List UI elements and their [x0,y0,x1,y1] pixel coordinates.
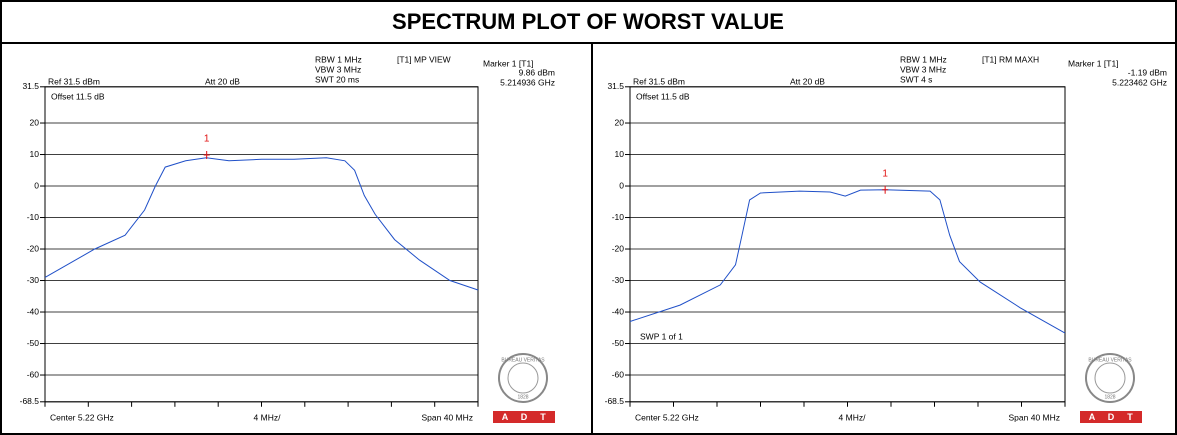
logo-year: 1828 [517,394,528,400]
y-tick-label: -50 [612,338,625,348]
y-tick-label: -40 [612,306,625,316]
attenuation: Att 20 dB [205,76,240,86]
y-tick-label: -68.5 [20,396,40,406]
y-tick-label: -20 [612,243,625,253]
span: Span 40 MHz [1009,412,1061,422]
setting: SWT 4 s [900,74,932,84]
setting: VBW 3 MHz [315,64,361,74]
setting: SWT 20 ms [315,74,359,84]
y-tick-label: -68.5 [605,396,625,406]
y-tick-label: -20 [27,243,40,253]
marker-freq: 5.214936 GHz [500,77,555,87]
marker [882,185,889,194]
y-tick-label: 0 [34,180,39,190]
marker-freq: 5.223462 GHz [1112,77,1167,87]
y-tick-label: 10 [30,149,40,159]
logo-bar [1080,411,1142,423]
setting: VBW 3 MHz [900,64,946,74]
marker-level: -1.19 dBm [1128,67,1167,77]
marker [203,150,210,159]
logo-letter: D [1108,412,1115,422]
per-div: 4 MHz/ [254,412,282,422]
per-div: 4 MHz/ [839,412,867,422]
marker-label: 1 [882,168,888,179]
trace-mode: [T1] MP VIEW [397,54,451,64]
setting: RBW 1 MHz [315,54,362,64]
trace [44,157,479,291]
marker-label: 1 [204,134,210,145]
y-tick-label: 31.5 [22,81,39,91]
y-tick-label: -60 [27,369,40,379]
offset: Offset 11.5 dB [51,91,105,101]
y-tick-label: 31.5 [607,81,624,91]
y-tick-label: -10 [27,212,40,222]
attenuation: Att 20 dB [790,76,825,86]
logo-name: BUREAU VERITAS [1088,357,1132,363]
center-freq: Center 5.22 GHz [50,412,114,422]
y-tick-label: 0 [619,180,624,190]
logo-inner [1094,362,1126,394]
ref-level: Ref 31.5 dBm [633,76,685,86]
logo-ring [1085,353,1135,403]
span: Span 40 MHz [422,412,474,422]
logo-year: 1828 [1104,394,1115,400]
y-tick-label: 20 [615,117,625,127]
marker-title: Marker 1 [T1] [483,58,534,68]
y-tick-label: -30 [27,275,40,285]
sweep: SWP 1 of 1 [640,331,683,341]
y-tick-label: 20 [30,117,40,127]
y-tick-label: -50 [27,338,40,348]
trace [629,189,1066,334]
center-freq: Center 5.22 GHz [635,412,699,422]
logo-letter: D [521,412,528,422]
page-title: SPECTRUM PLOT OF WORST VALUE [392,9,784,34]
setting: RBW 1 MHz [900,54,947,64]
trace-mode: [T1] RM MAXH [982,54,1039,64]
logo-inner [507,362,539,394]
marker-level: 9.86 dBm [519,67,555,77]
logo-letter: T [1127,412,1133,422]
y-tick-label: -10 [612,212,625,222]
logo-bar [493,411,555,423]
marker-title: Marker 1 [T1] [1068,58,1119,68]
y-tick-label: -60 [612,369,625,379]
offset: Offset 11.5 dB [636,91,690,101]
logo-letter: T [540,412,546,422]
y-tick-label: -40 [27,306,40,316]
logo-name: BUREAU VERITAS [501,357,545,363]
logo-ring [498,353,548,403]
ref-level: Ref 31.5 dBm [48,76,100,86]
logo-letter: A [1089,412,1096,422]
y-tick-label: -30 [612,275,625,285]
logo-letter: A [502,412,509,422]
y-tick-label: 10 [615,149,625,159]
